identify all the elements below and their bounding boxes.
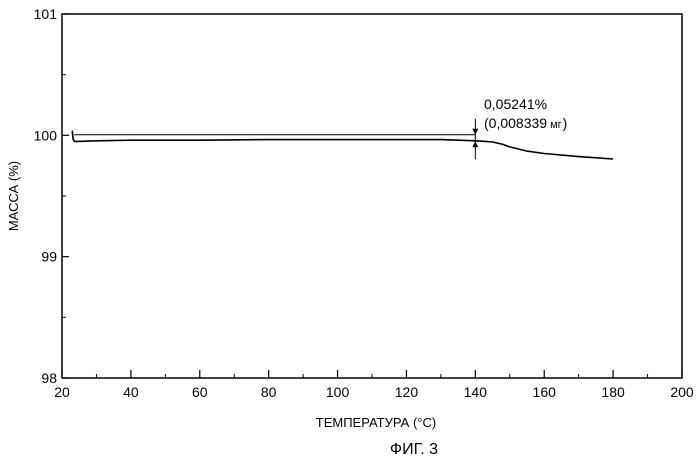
annotation-mass: (0,008339 мг) <box>484 115 567 131</box>
annotation-mass-close: ) <box>563 115 568 131</box>
y-axis: 98 99 100 101 <box>34 6 69 386</box>
y-tick-label: 100 <box>34 127 58 143</box>
y-tick-label: 98 <box>41 370 57 386</box>
x-tick-label: 200 <box>670 384 694 400</box>
x-tick-label: 120 <box>395 384 419 400</box>
series-layer <box>71 130 614 160</box>
x-tick-label: 140 <box>464 384 488 400</box>
x-tick-label: 100 <box>326 384 350 400</box>
annotation-group: 0,05241% (0,008339 мг) <box>472 96 567 160</box>
x-tick-label: 180 <box>601 384 625 400</box>
y-tick-label: 101 <box>34 6 58 22</box>
annotation-percent: 0,05241% <box>484 96 547 112</box>
x-tick-label: 20 <box>54 384 70 400</box>
plot-area-border <box>61 13 683 379</box>
figure-caption: ФИГ. 3 <box>390 441 438 458</box>
annotation-mass-unit: мг <box>550 119 562 131</box>
x-axis-title: ТЕМПЕРАТУРА (°С) <box>316 415 436 430</box>
annotation-arrow-up <box>472 141 479 148</box>
y-axis-title: МАССА (%) <box>6 161 21 231</box>
plot-frame <box>61 13 683 379</box>
x-tick-label: 80 <box>261 384 277 400</box>
mass-curve <box>71 130 614 160</box>
annotation-arrow-down <box>472 128 479 135</box>
x-tick-label: 160 <box>533 384 557 400</box>
x-tick-label: 60 <box>192 384 208 400</box>
annotation-mass-value: (0,008339 <box>484 115 547 131</box>
x-axis: 20 40 60 80 100 120 140 160 180 200 <box>54 370 694 400</box>
y-tick-label: 99 <box>41 249 57 265</box>
x-tick-label: 40 <box>123 384 139 400</box>
